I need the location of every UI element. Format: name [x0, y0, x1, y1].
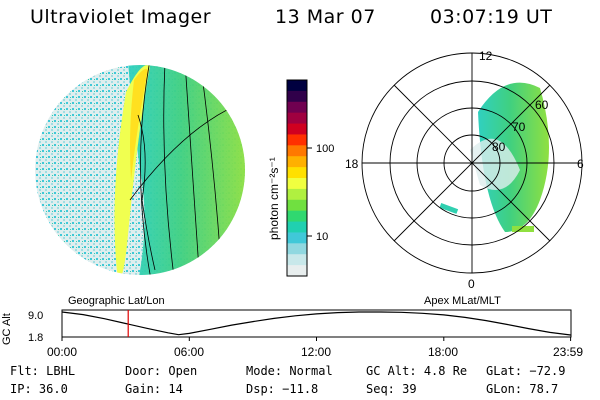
colorbar-segment [287, 199, 307, 212]
colorbar-frame [286, 79, 308, 277]
colorbar-segment [287, 156, 307, 168]
dsp-value: −11.8 [282, 382, 319, 396]
ytick-label-9: 9.0 [28, 310, 43, 322]
colorbar-segment [287, 112, 307, 125]
colorbar-segment [287, 123, 307, 136]
colorbar-segment [287, 134, 307, 146]
right-panel-label: Apex MLat/MLT [424, 295, 501, 307]
colorbar-segment [287, 145, 307, 157]
status-dsp: Dsp: −11.8 [246, 382, 319, 396]
ytick-label-1-8: 1.8 [28, 332, 43, 344]
time-label: 03:07:19 UT [430, 6, 553, 28]
status-glat: GLat: −72.9 [486, 364, 566, 378]
colorbar-segment [287, 188, 307, 201]
altitude-line [61, 311, 571, 336]
status-mode: Mode: Normal [246, 364, 333, 378]
altitude-xticks [61, 337, 572, 341]
mlat-label-70: 70 [512, 120, 526, 134]
polar-plot [361, 52, 583, 274]
xtick-label-1800: 18:00 [428, 345, 458, 359]
mlt-label-18: 18 [345, 157, 359, 171]
status-door: Door: Open [125, 364, 198, 378]
altitude-ylabel: GC Alt [1, 313, 13, 345]
status-flt: Flt: LBHL [10, 364, 76, 378]
status-ip: IP: 36.0 [10, 382, 68, 396]
date-label: 13 Mar 07 [275, 6, 376, 28]
flt-value: LBHL [46, 364, 76, 378]
colorbar-segment [287, 178, 307, 190]
status-glon: GLon: 78.7 [486, 382, 559, 396]
geographic-image [35, 65, 245, 275]
instrument-title: Ultraviolet Imager [30, 6, 212, 28]
glon-value: 78.7 [529, 382, 559, 396]
mlat-label-60: 60 [535, 98, 549, 112]
altitude-chart [61, 309, 572, 341]
status-seq: Seq: 39 [366, 382, 417, 396]
xtick-label-1200: 12:00 [301, 345, 331, 359]
status-gain: Gain: 14 [125, 382, 183, 396]
door-value: Open [168, 364, 198, 378]
xtick-label-2359: 23:59 [553, 345, 583, 359]
colorbar-segment [287, 254, 307, 266]
status-gcalt: GC Alt: 4.8 Re [366, 364, 468, 378]
colorbar-segment [287, 90, 307, 103]
colorbar-unit-label: photon cm⁻²s⁻¹ [267, 157, 281, 240]
colorbar-segment [287, 221, 307, 234]
colorbar-segment [287, 80, 307, 92]
colorbar-segment [287, 167, 307, 179]
colorbar-ticks [307, 147, 312, 237]
gain-value: 14 [168, 382, 183, 396]
mlat-label-80: 80 [492, 140, 506, 154]
colorbar-tick-10: 10 [316, 231, 328, 243]
colorbar [286, 79, 308, 277]
colorbar-segment [287, 243, 307, 255]
gcalt-value: 4.8 Re [423, 364, 468, 378]
xtick-label-0000: 00:00 [47, 345, 77, 359]
mlt-label-0: 0 [468, 277, 475, 291]
glat-value: −72.9 [529, 364, 566, 378]
mode-value: Normal [289, 364, 333, 378]
colorbar-tick-100: 100 [316, 143, 334, 155]
seq-value: 39 [402, 382, 417, 396]
xtick-label-0600: 06:00 [174, 345, 204, 359]
colorbar-segment [287, 265, 307, 277]
mlt-label-12: 12 [479, 49, 493, 63]
colorbar-segment [287, 210, 307, 223]
altitude-series [61, 311, 571, 336]
mlt-label-6: 6 [577, 157, 584, 171]
ip-value: 36.0 [38, 382, 68, 396]
colorbar-segment [287, 232, 307, 244]
left-panel-label: Geographic Lat/Lon [68, 295, 165, 307]
colorbar-segment [287, 101, 307, 114]
